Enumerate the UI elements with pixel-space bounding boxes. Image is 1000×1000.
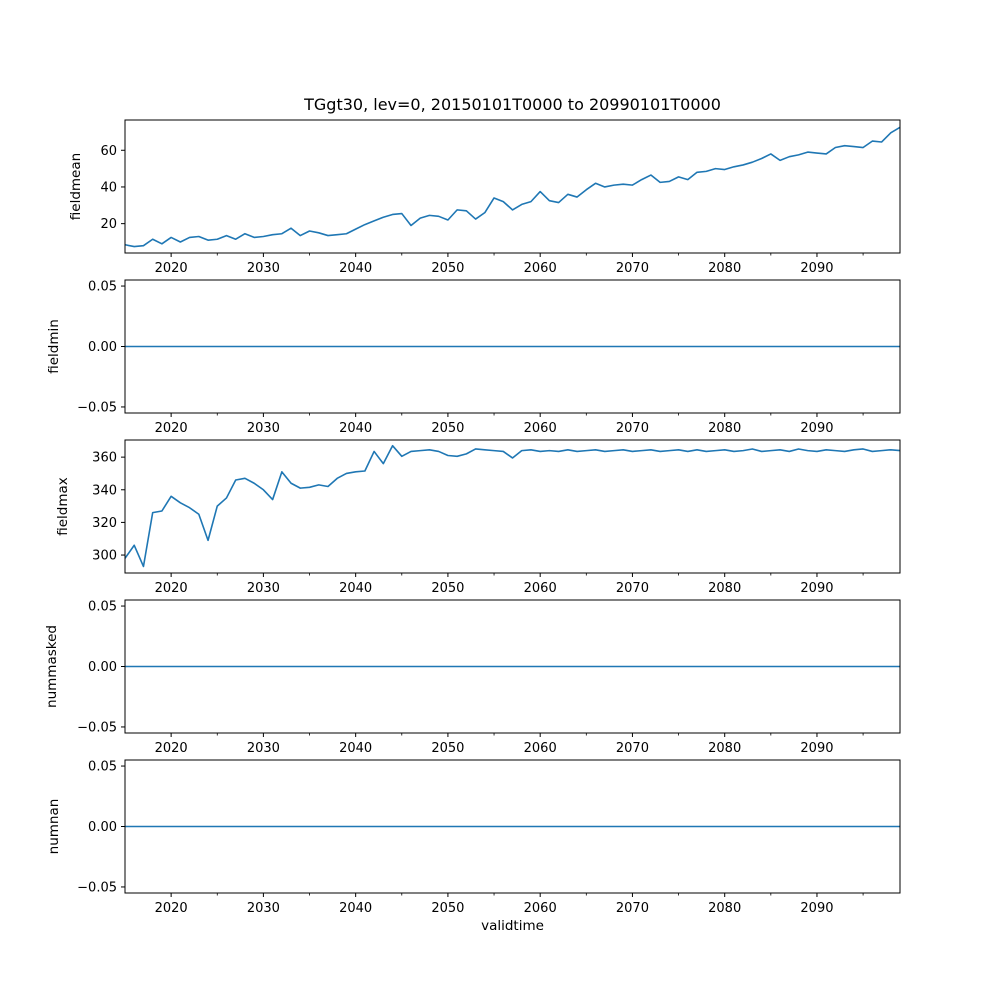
x-tick-label: 2020 — [155, 581, 188, 596]
x-tick-label: 2050 — [431, 741, 464, 756]
x-tick-label: 2050 — [431, 581, 464, 596]
x-tick-label: 2080 — [708, 741, 741, 756]
figure-title: TGgt30, lev=0, 20150101T0000 to 20990101… — [303, 95, 721, 114]
x-tick-label: 2040 — [339, 261, 372, 276]
x-tick-label: 2050 — [431, 421, 464, 436]
x-tick-label: 2080 — [708, 421, 741, 436]
x-tick-label: 2020 — [155, 901, 188, 916]
x-tick-label: 2040 — [339, 421, 372, 436]
x-tick-label: 2070 — [616, 741, 649, 756]
x-tick-label: 2090 — [800, 581, 833, 596]
series-line-fieldmean — [125, 126, 900, 248]
y-tick-label: −0.05 — [77, 400, 117, 415]
y-tick-label: 0.05 — [88, 760, 117, 775]
x-tick-label: 2060 — [524, 901, 557, 916]
x-tick-label: 2060 — [524, 261, 557, 276]
x-tick-label: 2020 — [155, 421, 188, 436]
x-tick-label: 2090 — [800, 261, 833, 276]
subplot-nummasked: 0.05 0.00 −0.05 2020 2030 2040 2050 2060 2070 208… — [44, 599, 901, 756]
y-tick-label: 0.00 — [88, 660, 117, 675]
x-tick-label: 2090 — [800, 741, 833, 756]
x-tick-label: 2080 — [708, 581, 741, 596]
x-tick-label: 2070 — [616, 901, 649, 916]
x-tick-label: 2030 — [247, 581, 280, 596]
y-tick-label: 0.00 — [88, 340, 117, 355]
y-tick-label: 340 — [92, 483, 117, 498]
x-tick-label: 2050 — [431, 261, 464, 276]
x-tick-label: 2030 — [247, 741, 280, 756]
y-tick-label: 0.05 — [88, 600, 117, 615]
subplot-fieldmax: 300 320 340 360 2020 2030 2040 2050 2060 2070 2080… — [55, 439, 901, 596]
x-tick-label: 2060 — [524, 421, 557, 436]
y-tick-label: −0.05 — [77, 880, 117, 895]
y-tick-label: 360 — [92, 451, 117, 466]
y-axis-label-nummasked: nummasked — [44, 625, 60, 708]
x-tick-label: 2090 — [800, 901, 833, 916]
x-tick-label: 2040 — [339, 741, 372, 756]
y-tick-label: 20 — [100, 217, 117, 232]
y-tick-label: −0.05 — [77, 720, 117, 735]
x-tick-label: 2080 — [708, 261, 741, 276]
x-tick-label: 2090 — [800, 421, 833, 436]
x-tick-label: 2060 — [524, 581, 557, 596]
x-tick-label: 2020 — [155, 261, 188, 276]
y-axis-label-fieldmin: fieldmin — [46, 319, 62, 374]
x-tick-label: 2050 — [431, 901, 464, 916]
y-tick-label: 40 — [100, 180, 117, 195]
x-tick-label: 2040 — [339, 581, 372, 596]
y-tick-label: 0.05 — [88, 280, 117, 295]
y-tick-label: 60 — [100, 144, 117, 159]
x-tick-label: 2070 — [616, 581, 649, 596]
subplot-fieldmin: 0.05 0.00 −0.05 2020 2030 2040 2050 2060 2070 208… — [46, 279, 901, 436]
x-axis-label: validtime — [481, 918, 544, 934]
y-axis-label-numnan: numnan — [46, 799, 62, 855]
axes-frame — [124, 119, 901, 254]
y-axis-label-fieldmean: fieldmean — [68, 153, 84, 220]
x-tick-label: 2030 — [247, 421, 280, 436]
y-tick-label: 0.00 — [88, 820, 117, 835]
y-axis-label-fieldmax: fieldmax — [55, 477, 71, 536]
y-tick-label: 300 — [92, 549, 117, 564]
x-tick-label: 2080 — [708, 901, 741, 916]
series-line-fieldmax — [125, 444, 900, 568]
x-tick-label: 2030 — [247, 901, 280, 916]
axes-frame — [124, 439, 901, 574]
x-tick-label: 2060 — [524, 741, 557, 756]
y-tick-label: 320 — [92, 516, 117, 531]
x-tick-label: 2030 — [247, 261, 280, 276]
x-tick-label: 2020 — [155, 741, 188, 756]
x-tick-label: 2040 — [339, 901, 372, 916]
x-tick-label: 2070 — [616, 421, 649, 436]
subplot-numnan: 0.05 0.00 −0.05 2020 2030 2040 2050 2060 2070 208… — [46, 759, 901, 916]
x-tick-label: 2070 — [616, 261, 649, 276]
